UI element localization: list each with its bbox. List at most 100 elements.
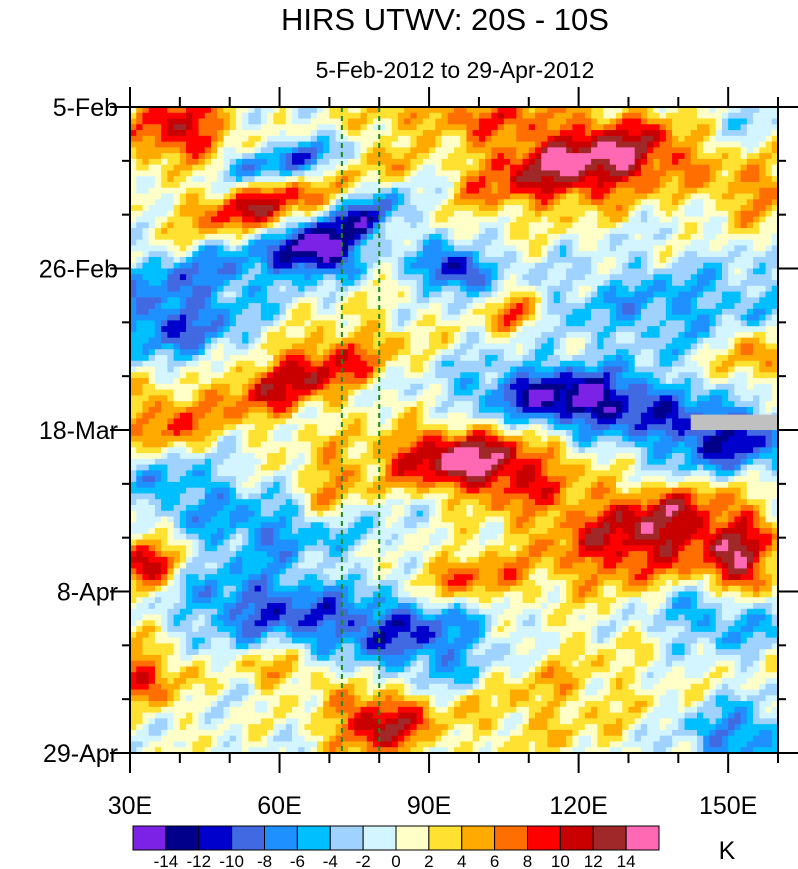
- heatmap-cell: [198, 112, 206, 120]
- heatmap-cell: [578, 135, 586, 143]
- heatmap-cell: [142, 170, 150, 177]
- heatmap-cell: [703, 181, 711, 189]
- heatmap-cell: [478, 181, 486, 189]
- heatmap-cell: [136, 210, 144, 218]
- heatmap-cell: [273, 331, 281, 339]
- heatmap-cell: [765, 228, 773, 235]
- heatmap-cell: [341, 308, 349, 316]
- heatmap-cell: [647, 112, 654, 120]
- heatmap-cell: [510, 262, 517, 270]
- heatmap-cell: [765, 343, 773, 350]
- heatmap-cell: [366, 216, 374, 223]
- heatmap-cell: [609, 274, 617, 281]
- heatmap-cell: [690, 199, 698, 206]
- heatmap-cell: [354, 233, 362, 241]
- heatmap-cell: [503, 297, 511, 304]
- heatmap-cell: [697, 239, 704, 247]
- heatmap-cell: [584, 199, 592, 206]
- heatmap-cell: [341, 153, 349, 160]
- heatmap-cell: [154, 153, 162, 160]
- heatmap-cell: [516, 141, 524, 148]
- heatmap-cell: [273, 205, 281, 212]
- heatmap-cell: [167, 268, 175, 275]
- heatmap-cell: [285, 107, 293, 114]
- heatmap-cell: [478, 118, 486, 125]
- heatmap-cell: [422, 320, 430, 327]
- heatmap-cell: [709, 181, 717, 189]
- heatmap-cell: [740, 153, 748, 160]
- heatmap-cell: [379, 112, 387, 120]
- heatmap-cell: [672, 135, 679, 143]
- heatmap-cell: [254, 262, 262, 270]
- heatmap-cell: [672, 239, 679, 247]
- heatmap-cell: [292, 205, 299, 212]
- heatmap-cell: [154, 245, 162, 252]
- heatmap-cell: [697, 158, 704, 166]
- heatmap-cell: [759, 256, 767, 264]
- heatmap-cell: [217, 280, 225, 287]
- heatmap-cell: [535, 280, 542, 287]
- heatmap-cell: [721, 331, 729, 339]
- heatmap-cell: [659, 320, 667, 327]
- heatmap-cell: [703, 280, 711, 287]
- heatmap-cell: [273, 326, 281, 333]
- heatmap-cell: [697, 360, 704, 368]
- heatmap-cell: [535, 233, 542, 241]
- heatmap-cell: [510, 280, 517, 287]
- heatmap-cell: [759, 303, 767, 310]
- heatmap-cell: [740, 262, 748, 270]
- heatmap-cell: [154, 308, 162, 316]
- heatmap-cell: [373, 153, 380, 160]
- heatmap-cell: [516, 164, 524, 172]
- heatmap-cell: [715, 291, 723, 298]
- heatmap-cell: [753, 216, 760, 223]
- heatmap-cell: [622, 147, 630, 154]
- heatmap-cell: [603, 343, 611, 350]
- heatmap-cell: [404, 193, 411, 200]
- heatmap-cell: [391, 343, 399, 350]
- heatmap-cell: [622, 193, 630, 200]
- heatmap-cell: [192, 274, 200, 281]
- heatmap-cell: [491, 372, 499, 379]
- heatmap-cell: [528, 141, 536, 148]
- heatmap-cell: [422, 245, 430, 252]
- heatmap-cell: [765, 170, 773, 177]
- heatmap-cell: [279, 233, 287, 241]
- heatmap-cell: [547, 216, 555, 223]
- heatmap-cell: [422, 222, 430, 229]
- heatmap-cell: [273, 251, 281, 258]
- heatmap-cell: [441, 222, 449, 229]
- heatmap-cell: [715, 222, 723, 229]
- heatmap-cell: [771, 164, 779, 172]
- heatmap-cell: [553, 112, 561, 120]
- heatmap-cell: [541, 337, 549, 345]
- heatmap-cell: [161, 205, 168, 212]
- heatmap-cell: [734, 239, 742, 247]
- heatmap-cell: [535, 268, 542, 275]
- heatmap-cell: [640, 326, 648, 333]
- heatmap-cell: [304, 291, 312, 298]
- heatmap-cell: [584, 297, 592, 304]
- heatmap-cell: [485, 233, 492, 241]
- heatmap-cell: [746, 181, 754, 189]
- heatmap-cell: [460, 158, 468, 166]
- heatmap-cell: [304, 326, 312, 333]
- heatmap-cell: [248, 176, 256, 183]
- heatmap-cell: [136, 360, 144, 368]
- heatmap-cell: [366, 193, 374, 200]
- heatmap-cell: [204, 216, 212, 223]
- heatmap-cell: [273, 366, 281, 373]
- heatmap-cell: [198, 291, 206, 298]
- heatmap-cell: [547, 176, 555, 183]
- heatmap-cell: [472, 181, 480, 189]
- heatmap-cell: [136, 331, 144, 339]
- heatmap-cell: [385, 193, 393, 200]
- heatmap-cell: [715, 118, 723, 125]
- heatmap-cell: [154, 118, 162, 125]
- heatmap-cell: [136, 372, 144, 379]
- heatmap-cell: [485, 291, 492, 298]
- heatmap-cell: [478, 210, 486, 218]
- heatmap-cell: [422, 147, 430, 154]
- heatmap-cell: [478, 297, 486, 304]
- heatmap-cell: [217, 366, 225, 373]
